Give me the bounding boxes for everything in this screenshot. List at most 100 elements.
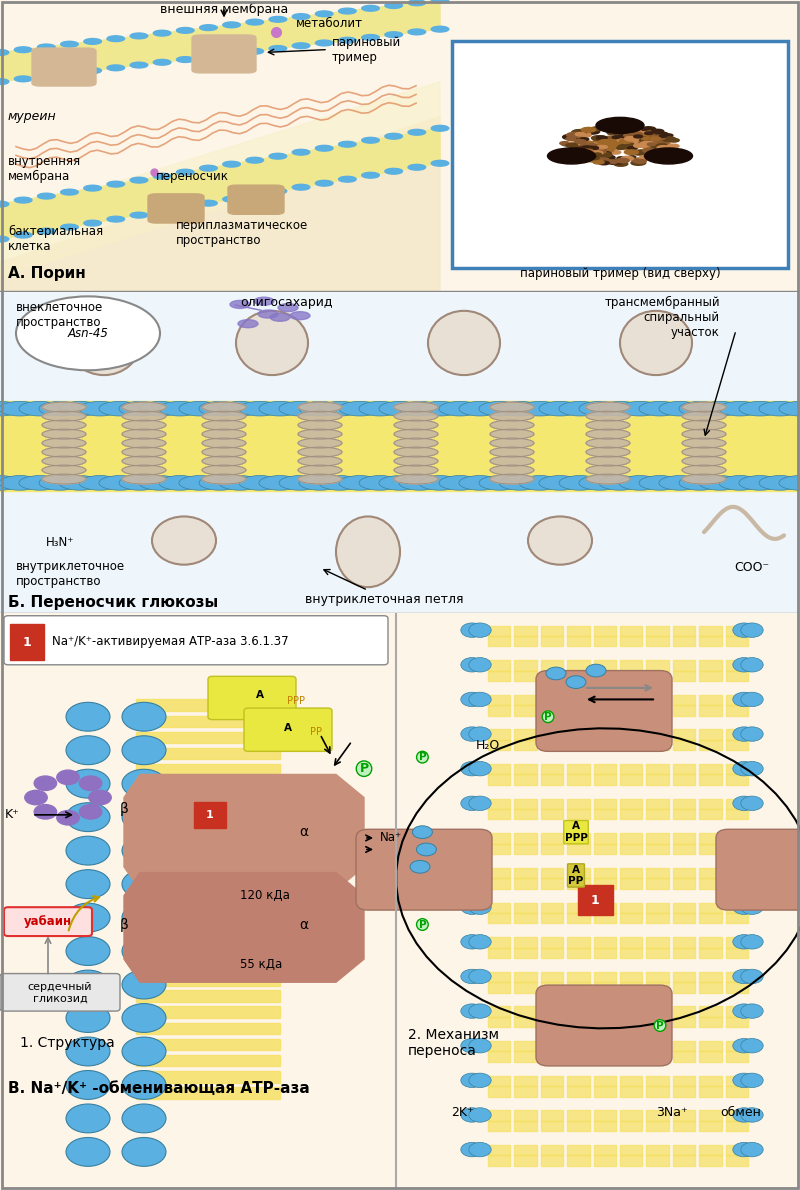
Ellipse shape <box>0 201 9 207</box>
Bar <box>673 868 695 878</box>
Bar <box>699 1007 722 1016</box>
Ellipse shape <box>638 137 654 142</box>
Ellipse shape <box>68 311 140 375</box>
Bar <box>699 706 722 715</box>
Bar <box>514 868 537 878</box>
Ellipse shape <box>469 1073 491 1088</box>
Bar <box>541 1007 563 1016</box>
Bar <box>673 660 695 671</box>
Ellipse shape <box>626 137 634 140</box>
Ellipse shape <box>66 702 110 731</box>
Ellipse shape <box>567 136 582 140</box>
Bar <box>136 813 280 825</box>
Ellipse shape <box>590 156 599 159</box>
Ellipse shape <box>566 137 576 140</box>
Polygon shape <box>124 775 364 890</box>
Ellipse shape <box>230 300 250 308</box>
Text: 1: 1 <box>591 894 599 907</box>
Polygon shape <box>0 129 440 239</box>
Bar <box>699 1016 722 1027</box>
Ellipse shape <box>620 311 692 375</box>
Ellipse shape <box>733 1108 755 1122</box>
Ellipse shape <box>66 903 110 932</box>
Text: β: β <box>120 802 128 816</box>
Bar <box>620 1016 642 1027</box>
Ellipse shape <box>654 140 670 145</box>
Ellipse shape <box>598 157 608 161</box>
Ellipse shape <box>299 401 341 416</box>
Ellipse shape <box>439 401 481 416</box>
Ellipse shape <box>562 134 578 139</box>
Bar <box>699 844 722 854</box>
Bar <box>136 909 280 921</box>
Ellipse shape <box>461 900 483 914</box>
Bar <box>726 902 748 913</box>
Bar <box>541 706 563 715</box>
Ellipse shape <box>619 401 661 416</box>
Ellipse shape <box>469 762 491 776</box>
Ellipse shape <box>246 157 263 163</box>
Ellipse shape <box>408 164 426 170</box>
Bar <box>673 1007 695 1016</box>
Ellipse shape <box>591 136 606 140</box>
Ellipse shape <box>630 146 638 150</box>
Ellipse shape <box>579 476 621 490</box>
Bar <box>514 809 537 820</box>
Bar <box>567 1076 590 1086</box>
Ellipse shape <box>490 447 534 457</box>
Text: 1. Структура: 1. Структура <box>20 1035 114 1050</box>
Text: париновый тример (вид сверху): париновый тример (вид сверху) <box>520 267 720 280</box>
Ellipse shape <box>580 146 595 151</box>
Bar <box>726 660 748 671</box>
Ellipse shape <box>469 865 491 879</box>
Bar <box>488 844 510 854</box>
Ellipse shape <box>582 142 594 145</box>
Ellipse shape <box>628 127 642 132</box>
Bar <box>541 938 563 947</box>
Bar <box>646 1110 669 1121</box>
Ellipse shape <box>662 137 676 142</box>
Ellipse shape <box>298 430 342 439</box>
Bar <box>699 878 722 889</box>
Ellipse shape <box>595 127 602 130</box>
Ellipse shape <box>290 312 310 320</box>
Bar <box>541 1052 563 1061</box>
Bar <box>673 833 695 844</box>
Bar <box>673 775 695 785</box>
Ellipse shape <box>292 43 310 49</box>
Ellipse shape <box>606 127 615 130</box>
Ellipse shape <box>336 516 400 587</box>
Ellipse shape <box>385 2 402 8</box>
Ellipse shape <box>122 970 166 998</box>
Text: 3Na⁺: 3Na⁺ <box>656 1106 688 1119</box>
Ellipse shape <box>539 476 581 490</box>
Ellipse shape <box>122 1003 166 1033</box>
Ellipse shape <box>582 155 598 159</box>
FancyBboxPatch shape <box>32 48 96 86</box>
Bar <box>726 1052 748 1061</box>
Ellipse shape <box>654 150 664 152</box>
Ellipse shape <box>469 900 491 914</box>
Bar <box>673 1016 695 1027</box>
Ellipse shape <box>578 154 585 156</box>
Ellipse shape <box>682 456 726 466</box>
Ellipse shape <box>733 1142 755 1157</box>
Ellipse shape <box>580 133 591 137</box>
Bar <box>673 626 695 635</box>
Ellipse shape <box>596 151 608 156</box>
Bar <box>726 695 748 706</box>
Text: внеклеточное
пространство: внеклеточное пространство <box>16 301 103 330</box>
Ellipse shape <box>461 1004 483 1019</box>
Ellipse shape <box>84 220 102 226</box>
Ellipse shape <box>629 156 636 158</box>
Ellipse shape <box>61 70 78 76</box>
Ellipse shape <box>593 157 601 159</box>
Text: α: α <box>299 825 309 839</box>
Bar <box>646 671 669 681</box>
Ellipse shape <box>596 136 607 139</box>
Ellipse shape <box>122 438 166 447</box>
Ellipse shape <box>292 14 310 19</box>
Ellipse shape <box>469 934 491 950</box>
Bar <box>488 635 510 646</box>
Bar <box>514 764 537 775</box>
